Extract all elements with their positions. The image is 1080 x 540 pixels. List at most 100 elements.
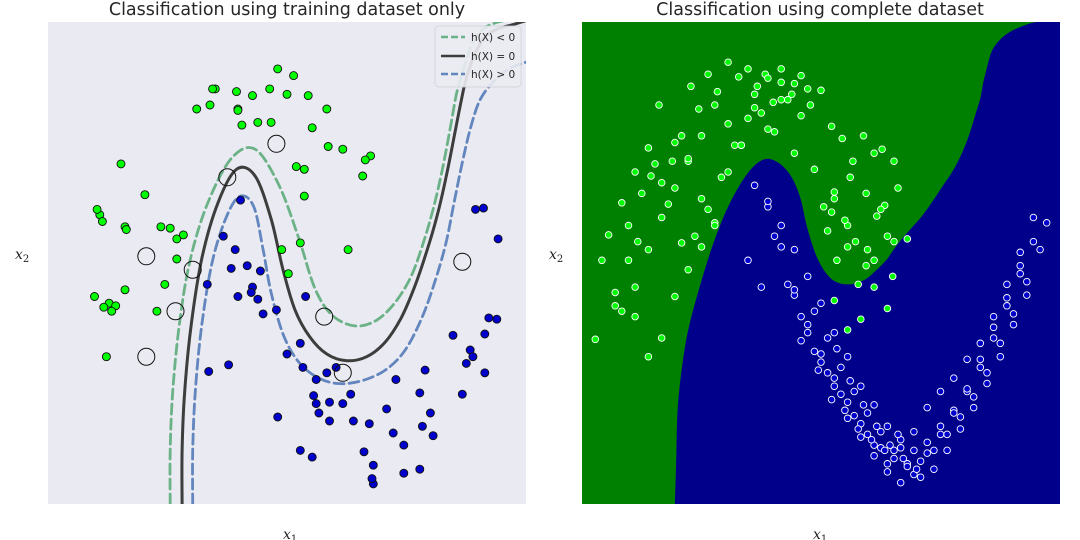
point-positive: [894, 184, 902, 192]
point-negative: [233, 292, 243, 301]
point-positive: [817, 86, 825, 95]
point-positive: [744, 114, 752, 123]
point-negative: [823, 369, 832, 377]
point-positive: [277, 245, 287, 255]
point-positive: [323, 142, 333, 151]
point-positive: [846, 173, 854, 182]
point-positive: [598, 256, 606, 265]
point-negative: [255, 266, 265, 276]
point-positive: [360, 155, 370, 165]
point-positive: [307, 123, 317, 133]
point-positive: [838, 134, 846, 143]
point-positive: [823, 227, 832, 235]
point-negative: [757, 283, 766, 291]
point-positive: [819, 203, 828, 211]
point-positive: [152, 306, 162, 316]
point-negative: [976, 339, 985, 348]
point-negative: [823, 334, 832, 342]
point-negative: [969, 403, 978, 412]
right-ylabel: x2: [549, 247, 563, 265]
support-vector-ring: [453, 252, 472, 271]
point-negative: [916, 473, 925, 481]
point-positive: [769, 98, 777, 107]
point-negative: [956, 425, 965, 433]
point-positive: [677, 132, 686, 140]
point-negative: [448, 330, 458, 340]
support-vector-ring: [267, 134, 286, 153]
point-positive: [101, 352, 111, 362]
point-negative: [346, 389, 356, 399]
point-negative: [989, 334, 998, 342]
point-positive: [677, 239, 686, 247]
point-positive: [205, 100, 215, 110]
point-positive: [764, 125, 772, 133]
point-positive: [806, 101, 815, 109]
point-negative: [803, 272, 812, 281]
point-negative: [273, 412, 283, 422]
point-negative: [468, 352, 478, 362]
point-negative: [983, 379, 991, 388]
point-negative: [226, 263, 236, 273]
point-positive: [165, 223, 175, 233]
point-positive: [358, 171, 368, 181]
point-positive: [890, 157, 898, 165]
point-positive: [684, 265, 692, 274]
support-vector-ring: [183, 260, 202, 279]
support-vector-ring: [166, 302, 185, 321]
point-negative: [989, 312, 998, 321]
point-negative: [863, 430, 872, 439]
point-positive: [737, 141, 746, 149]
point-negative: [810, 307, 819, 315]
point-positive: [248, 91, 257, 101]
point-positive: [291, 162, 301, 172]
left-chart: Classification using training dataset on…: [15, 0, 526, 540]
point-negative: [923, 438, 931, 447]
left-support-vectors: [137, 134, 472, 382]
legend-box: [434, 25, 522, 88]
point-negative: [814, 366, 823, 374]
point-positive: [862, 189, 870, 198]
point-positive: [711, 221, 719, 230]
point-positive: [160, 279, 170, 289]
point-positive: [730, 141, 739, 149]
point-negative: [301, 292, 311, 301]
point-positive: [655, 101, 663, 109]
point-positive: [843, 243, 852, 251]
point-positive: [178, 230, 188, 240]
point-negative: [817, 350, 825, 358]
point-negative: [996, 339, 1005, 348]
point-negative: [1042, 219, 1051, 227]
point-positive: [624, 221, 633, 230]
point-negative: [461, 358, 471, 368]
point-positive: [338, 144, 348, 154]
point-negative: [367, 474, 377, 484]
support-vector-ring: [137, 347, 156, 366]
point-negative: [803, 320, 812, 329]
point-positive: [883, 304, 892, 313]
point-positive: [784, 95, 792, 104]
point-negative: [309, 391, 319, 401]
point-positive: [618, 199, 626, 207]
point-positive: [750, 90, 759, 99]
point-negative: [777, 243, 785, 251]
point-negative: [399, 440, 409, 450]
point-positive: [734, 73, 743, 81]
point-positive: [863, 245, 872, 254]
point-negative: [1009, 320, 1018, 329]
point-positive: [833, 256, 841, 265]
point-positive: [638, 189, 646, 198]
point-positive: [343, 245, 353, 255]
point-negative: [420, 365, 430, 375]
point-positive: [107, 306, 117, 316]
point-positive: [668, 157, 677, 165]
point-positive: [873, 212, 881, 220]
point-negative: [910, 427, 918, 436]
point-negative: [1016, 261, 1024, 270]
point-positive: [903, 235, 912, 243]
point-negative: [843, 352, 852, 361]
point-positive: [691, 232, 699, 240]
point-positive: [849, 157, 857, 165]
point-negative: [391, 375, 401, 384]
point-positive: [687, 82, 695, 91]
point-positive: [624, 256, 633, 265]
